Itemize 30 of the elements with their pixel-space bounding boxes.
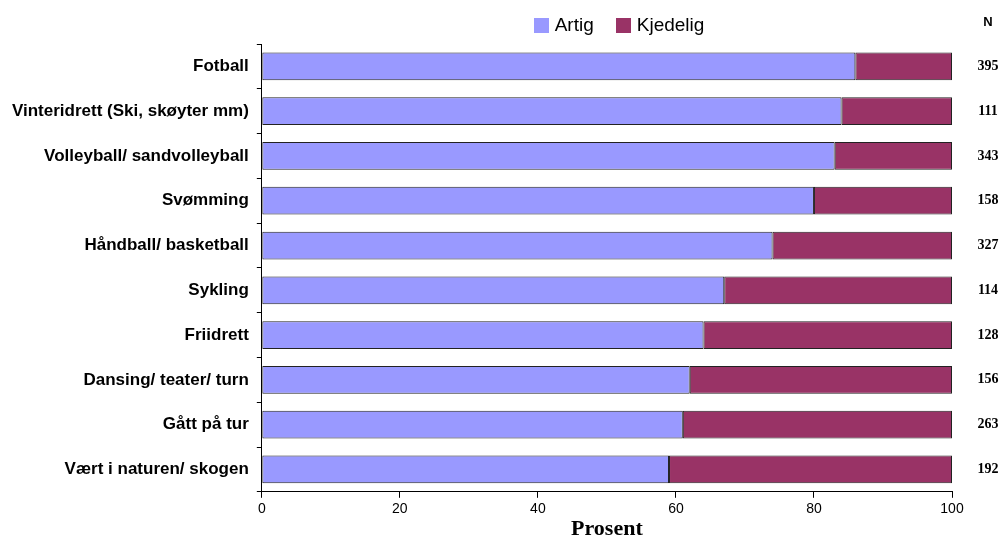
x-tick-label: 40 [530, 500, 546, 517]
text: 192 [977, 461, 999, 477]
legend-label: Artig [554, 14, 594, 36]
y-tick-label: Håndball/ basketball [84, 235, 249, 255]
text: 343 [977, 147, 999, 163]
y-tick-label: Vært i naturen/ skogen [64, 459, 249, 479]
text: 327 [977, 237, 999, 253]
x-tick-label: 20 [392, 500, 408, 517]
text: 128 [977, 326, 999, 342]
text: 395 [977, 58, 999, 73]
x-tick-label: 100 [940, 500, 964, 517]
y-tick-label: Vinteridrett (Ski, skøyter mm) [11, 100, 249, 120]
text: 156 [977, 371, 999, 387]
legend-label: Kjedelig [636, 14, 705, 36]
y-tick-label: Friidrett [184, 324, 250, 344]
x-tick-label: 0 [257, 500, 266, 517]
text: 111 [978, 102, 998, 118]
text: 263 [977, 416, 999, 432]
y-tick-label: Dansing/ teater/ turn [83, 369, 249, 389]
y-tick-label: Gått på tur [162, 414, 250, 434]
text: 158 [977, 192, 999, 208]
x-axis-title: Prosent [571, 515, 644, 541]
text: N [983, 13, 993, 29]
x-tick-label: 80 [806, 500, 822, 517]
text: 114 [977, 281, 999, 297]
x-tick-label: 60 [668, 500, 684, 517]
y-tick-label: Volleyball/ sandvolleyball [44, 145, 249, 165]
y-tick-label: Fotball [193, 56, 249, 76]
y-tick-label: Sykling [188, 279, 249, 299]
y-tick-label: Svømming [161, 190, 249, 210]
